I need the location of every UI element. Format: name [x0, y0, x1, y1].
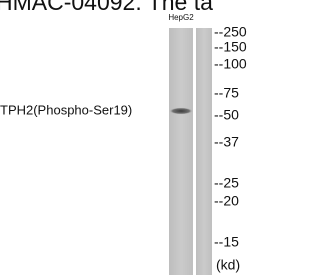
- marker-label: --15: [214, 234, 239, 250]
- band: [169, 108, 193, 115]
- lane-2: [196, 28, 212, 275]
- marker-label: --50: [214, 107, 239, 123]
- marker-label: --75: [214, 85, 239, 101]
- blot-figure: HMAC-04092. The ta HepG2 TPH2(Phospho-Se…: [0, 0, 257, 275]
- lane-1: [169, 28, 193, 275]
- marker-label: --37: [214, 134, 239, 150]
- marker-label: --150: [214, 39, 247, 55]
- unit-label: (kd): [216, 257, 240, 273]
- page: {"header": {"title": "HMAC-04092. The ta…: [0, 0, 257, 275]
- marker-label: --100: [214, 56, 247, 72]
- marker-ladder: --250--150--100 --75 --50 --37 --25 --20 --15: [214, 24, 247, 250]
- marker-label: --25: [214, 175, 239, 191]
- band-label: TPH2(Phospho-Ser19): [0, 102, 132, 117]
- marker-label: --250: [214, 24, 247, 40]
- marker-label: --20: [214, 193, 239, 209]
- lane-label: HepG2: [168, 13, 194, 22]
